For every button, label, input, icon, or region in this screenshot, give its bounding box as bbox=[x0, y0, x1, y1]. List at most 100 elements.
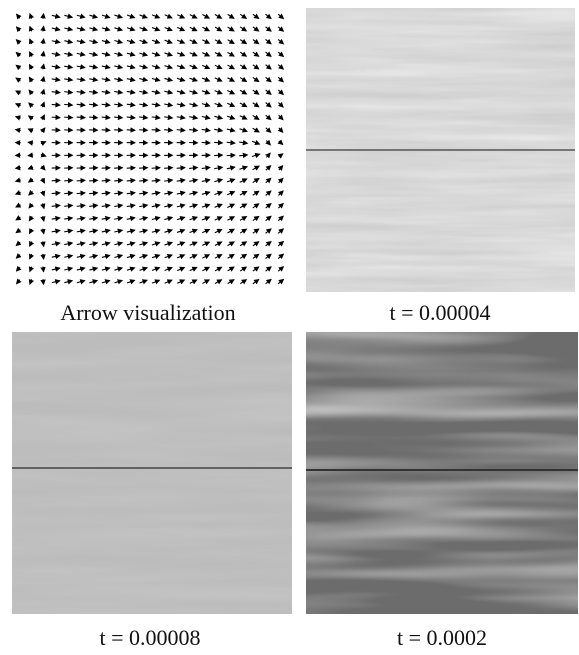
arrow bbox=[43, 64, 44, 69]
arrow bbox=[152, 91, 160, 93]
arrow bbox=[266, 267, 271, 271]
arrow bbox=[266, 280, 271, 284]
arrow bbox=[228, 267, 234, 271]
arrow bbox=[77, 104, 85, 105]
arrow bbox=[16, 180, 21, 181]
arrow bbox=[279, 115, 283, 119]
arrow bbox=[114, 66, 122, 68]
arrow bbox=[127, 218, 135, 220]
arrow bbox=[16, 242, 20, 245]
arrow bbox=[89, 218, 97, 219]
arrow bbox=[52, 180, 60, 181]
arrow bbox=[127, 40, 135, 42]
arrow bbox=[215, 40, 222, 44]
arrow bbox=[152, 117, 160, 118]
arrow bbox=[190, 230, 197, 233]
arrow bbox=[202, 15, 209, 19]
arrow bbox=[64, 268, 72, 270]
arrow bbox=[77, 218, 85, 219]
arrow bbox=[52, 243, 60, 244]
arrow bbox=[177, 192, 185, 194]
arrow bbox=[139, 66, 147, 68]
arrow bbox=[41, 155, 46, 157]
arrow bbox=[253, 115, 259, 119]
arrow bbox=[240, 191, 247, 195]
arrow bbox=[266, 115, 271, 119]
arrow bbox=[240, 167, 247, 170]
arrow bbox=[278, 65, 283, 69]
arrow bbox=[253, 27, 259, 31]
arrow bbox=[214, 116, 222, 118]
arrow bbox=[278, 77, 283, 81]
arrow bbox=[29, 179, 33, 182]
arrow bbox=[227, 116, 234, 119]
arrow bbox=[28, 167, 33, 169]
arrow bbox=[252, 154, 260, 156]
arrow bbox=[114, 268, 122, 270]
arrow bbox=[139, 193, 147, 194]
arrow bbox=[215, 78, 222, 81]
arrow bbox=[64, 92, 72, 93]
arrow bbox=[165, 15, 172, 18]
arrow bbox=[152, 79, 160, 81]
arrow bbox=[127, 66, 135, 68]
arrow bbox=[164, 91, 172, 93]
arrow bbox=[164, 205, 172, 207]
arrow bbox=[30, 27, 32, 32]
arrow bbox=[202, 192, 210, 194]
arrow bbox=[89, 230, 97, 232]
arrow bbox=[114, 255, 122, 257]
arrow bbox=[253, 267, 259, 271]
arrow bbox=[266, 52, 271, 56]
arrow bbox=[140, 28, 147, 31]
arrow bbox=[114, 230, 122, 232]
arrow bbox=[266, 153, 270, 157]
arrow bbox=[190, 280, 197, 283]
arrow bbox=[190, 217, 197, 220]
arrow bbox=[77, 15, 85, 17]
arrow bbox=[30, 65, 32, 69]
arrow bbox=[17, 14, 20, 18]
arrow bbox=[89, 92, 97, 93]
arrow bbox=[253, 242, 259, 246]
arrow bbox=[278, 254, 283, 258]
caption: t = 0.00004 bbox=[389, 300, 490, 325]
arrow bbox=[278, 204, 283, 208]
arrow bbox=[16, 117, 21, 118]
arrow-panel bbox=[16, 14, 284, 284]
arrow bbox=[64, 218, 72, 219]
arrow bbox=[152, 268, 159, 271]
arrow bbox=[240, 14, 246, 18]
arrow bbox=[139, 168, 147, 169]
arrow bbox=[77, 53, 85, 55]
arrow bbox=[202, 255, 209, 258]
arrow bbox=[227, 179, 234, 182]
arrow bbox=[52, 92, 60, 93]
arrow bbox=[266, 216, 271, 220]
arrow bbox=[189, 130, 197, 131]
arrow bbox=[28, 155, 33, 156]
arrow bbox=[64, 53, 72, 55]
arrow bbox=[16, 78, 20, 81]
arrow bbox=[77, 79, 85, 80]
arrow bbox=[42, 178, 44, 182]
arrow bbox=[114, 218, 122, 220]
arrow bbox=[266, 242, 271, 246]
arrow bbox=[266, 65, 271, 69]
arrow bbox=[202, 78, 209, 81]
arrow bbox=[278, 191, 283, 195]
arrow bbox=[202, 27, 209, 30]
arrow bbox=[190, 267, 197, 270]
arrow bbox=[114, 79, 122, 81]
arrow bbox=[189, 91, 197, 93]
arrow bbox=[165, 242, 172, 245]
arrow bbox=[253, 254, 259, 258]
arrow bbox=[102, 255, 110, 257]
arrow bbox=[127, 230, 135, 232]
arrow bbox=[214, 142, 222, 143]
arrow bbox=[177, 78, 185, 80]
arrow bbox=[215, 52, 222, 55]
arrow bbox=[114, 205, 122, 206]
arrow bbox=[228, 242, 234, 246]
arrow bbox=[127, 53, 135, 55]
